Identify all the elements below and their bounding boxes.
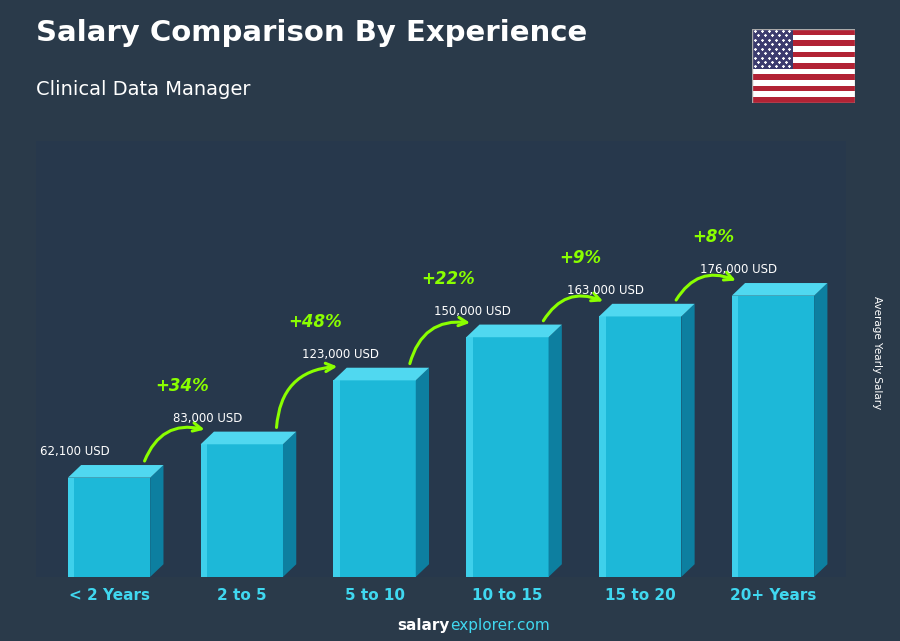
Bar: [732, 296, 814, 577]
Bar: [752, 29, 855, 35]
Polygon shape: [201, 431, 296, 444]
Bar: [599, 317, 606, 577]
Polygon shape: [681, 304, 695, 577]
Bar: [752, 91, 855, 97]
Bar: [466, 337, 549, 577]
Bar: [752, 80, 855, 85]
Bar: [752, 57, 855, 63]
Polygon shape: [549, 324, 562, 577]
Text: +9%: +9%: [560, 249, 601, 267]
Text: +34%: +34%: [155, 377, 209, 395]
Bar: [752, 29, 793, 69]
Bar: [201, 444, 283, 577]
Bar: [752, 35, 855, 40]
Text: 176,000 USD: 176,000 USD: [700, 263, 777, 276]
Bar: [68, 478, 150, 577]
Bar: [333, 380, 340, 577]
Text: Average Yearly Salary: Average Yearly Salary: [872, 296, 883, 409]
Bar: [752, 40, 855, 46]
Text: +22%: +22%: [421, 270, 474, 288]
Polygon shape: [150, 465, 164, 577]
Polygon shape: [732, 283, 827, 296]
Bar: [752, 85, 855, 91]
Text: 62,100 USD: 62,100 USD: [40, 445, 110, 458]
Bar: [599, 317, 681, 577]
Text: 150,000 USD: 150,000 USD: [435, 304, 511, 317]
Polygon shape: [283, 431, 296, 577]
Bar: [466, 337, 472, 577]
Text: salary: salary: [398, 619, 450, 633]
Bar: [752, 46, 855, 51]
Text: Clinical Data Manager: Clinical Data Manager: [36, 80, 250, 99]
Text: 83,000 USD: 83,000 USD: [173, 412, 242, 424]
Polygon shape: [814, 283, 827, 577]
Text: Salary Comparison By Experience: Salary Comparison By Experience: [36, 19, 587, 47]
Text: 163,000 USD: 163,000 USD: [567, 284, 644, 297]
Text: explorer.com: explorer.com: [450, 619, 550, 633]
Text: +8%: +8%: [692, 228, 734, 247]
Polygon shape: [333, 368, 429, 380]
Text: +48%: +48%: [288, 313, 342, 331]
Polygon shape: [466, 324, 562, 337]
Bar: [732, 296, 738, 577]
Bar: [333, 380, 416, 577]
Bar: [68, 478, 75, 577]
Bar: [752, 69, 855, 74]
Polygon shape: [416, 368, 429, 577]
Bar: [201, 444, 207, 577]
Bar: [752, 74, 855, 80]
Bar: [752, 63, 855, 69]
Polygon shape: [68, 465, 164, 478]
Bar: [752, 51, 855, 57]
Bar: [752, 97, 855, 103]
Text: 123,000 USD: 123,000 USD: [302, 347, 379, 361]
Polygon shape: [599, 304, 695, 317]
